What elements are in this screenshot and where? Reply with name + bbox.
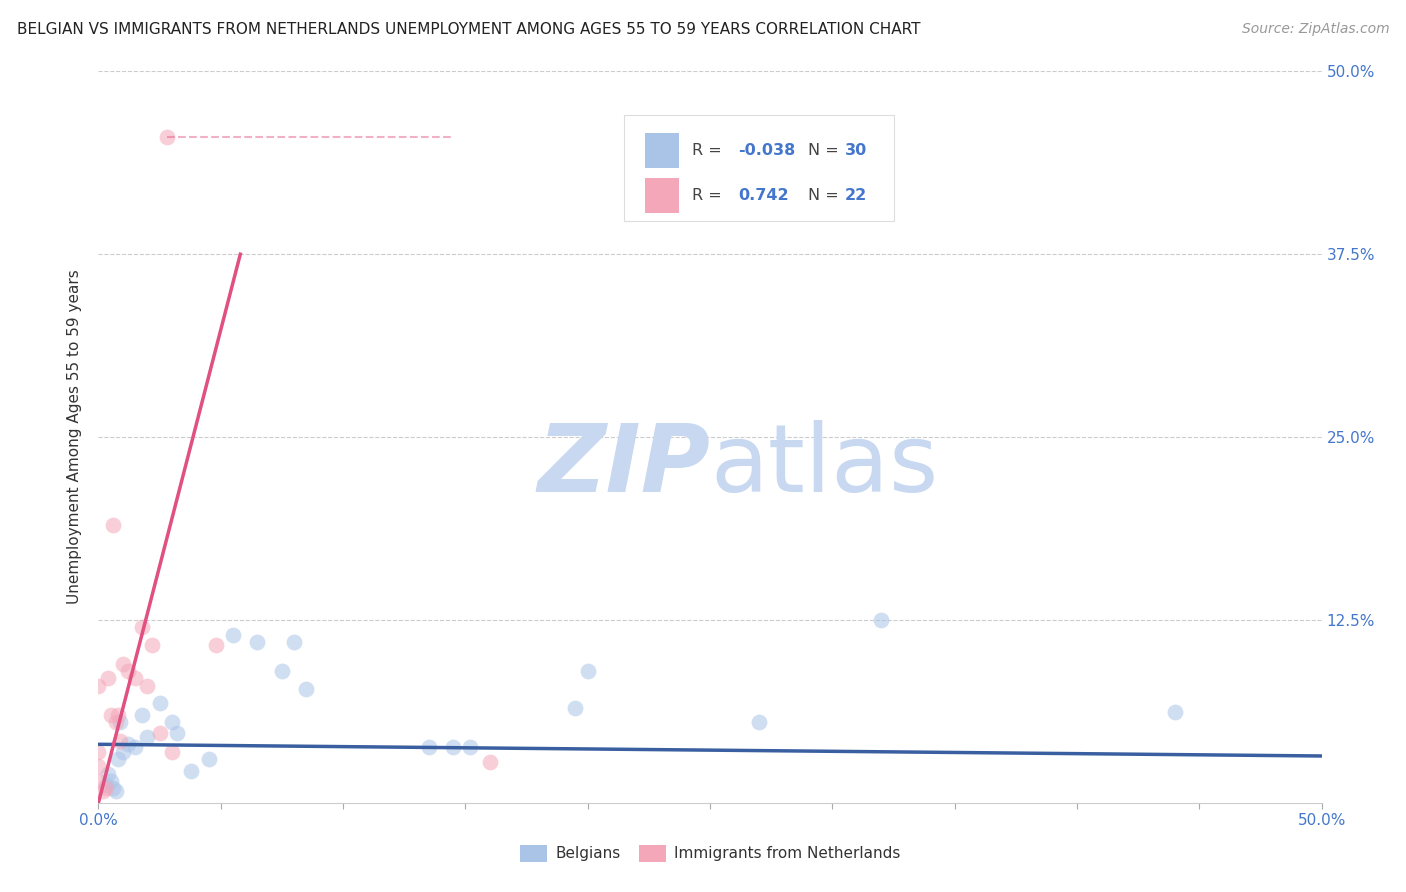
Point — [160, 715, 183, 730]
Point — [97, 672, 120, 686]
Text: BELGIAN VS IMMIGRANTS FROM NETHERLANDS UNEMPLOYMENT AMONG AGES 55 TO 59 YEARS CO: BELGIAN VS IMMIGRANTS FROM NETHERLANDS U… — [17, 22, 921, 37]
Text: 22: 22 — [845, 188, 868, 203]
Text: Source: ZipAtlas.com: Source: ZipAtlas.com — [1241, 22, 1389, 37]
Point — [104, 715, 127, 730]
Point — [1164, 705, 1187, 719]
Text: R =: R = — [692, 188, 731, 203]
Point — [107, 752, 129, 766]
Point — [97, 766, 120, 780]
Point — [87, 773, 110, 788]
Text: ZIP: ZIP — [537, 420, 710, 512]
Point — [100, 773, 122, 788]
Point — [111, 745, 134, 759]
Point — [141, 638, 163, 652]
Text: N =: N = — [808, 143, 844, 158]
Point — [246, 635, 269, 649]
Point — [104, 784, 127, 798]
Point — [117, 664, 139, 678]
Point — [149, 725, 172, 739]
FancyBboxPatch shape — [645, 178, 679, 213]
Point — [131, 708, 153, 723]
Point — [91, 784, 114, 798]
Point — [131, 620, 153, 634]
Text: 30: 30 — [845, 143, 868, 158]
Text: 0.742: 0.742 — [738, 188, 789, 203]
Text: -0.038: -0.038 — [738, 143, 796, 158]
Point — [222, 627, 245, 641]
Point — [94, 781, 117, 796]
Point — [197, 752, 219, 766]
Point — [117, 737, 139, 751]
Point — [124, 672, 146, 686]
Point — [295, 681, 318, 696]
FancyBboxPatch shape — [624, 115, 894, 221]
Point — [441, 740, 464, 755]
Y-axis label: Unemployment Among Ages 55 to 59 years: Unemployment Among Ages 55 to 59 years — [67, 269, 83, 605]
FancyBboxPatch shape — [645, 133, 679, 168]
Text: atlas: atlas — [710, 420, 938, 512]
Point — [270, 664, 294, 678]
Point — [156, 130, 179, 145]
Point — [564, 700, 586, 714]
Point — [124, 740, 146, 755]
Point — [136, 730, 159, 744]
Point — [94, 778, 117, 792]
Point — [111, 657, 134, 671]
Point — [149, 696, 172, 710]
Text: N =: N = — [808, 188, 844, 203]
Point — [205, 638, 228, 652]
Point — [576, 664, 599, 678]
Point — [283, 635, 305, 649]
Point — [458, 740, 481, 755]
Point — [101, 517, 124, 532]
Point — [110, 715, 132, 730]
Point — [101, 781, 124, 796]
Point — [160, 745, 183, 759]
Point — [107, 708, 129, 723]
Point — [180, 764, 202, 778]
Point — [87, 759, 110, 773]
Point — [166, 725, 188, 739]
Point — [110, 734, 132, 748]
Text: R =: R = — [692, 143, 727, 158]
Point — [100, 708, 122, 723]
Point — [87, 679, 110, 693]
Point — [870, 613, 893, 627]
Point — [136, 679, 159, 693]
Point — [418, 740, 440, 755]
Point — [748, 715, 770, 730]
Point — [478, 755, 501, 769]
Point — [87, 745, 110, 759]
Legend: Belgians, Immigrants from Netherlands: Belgians, Immigrants from Netherlands — [513, 838, 907, 868]
